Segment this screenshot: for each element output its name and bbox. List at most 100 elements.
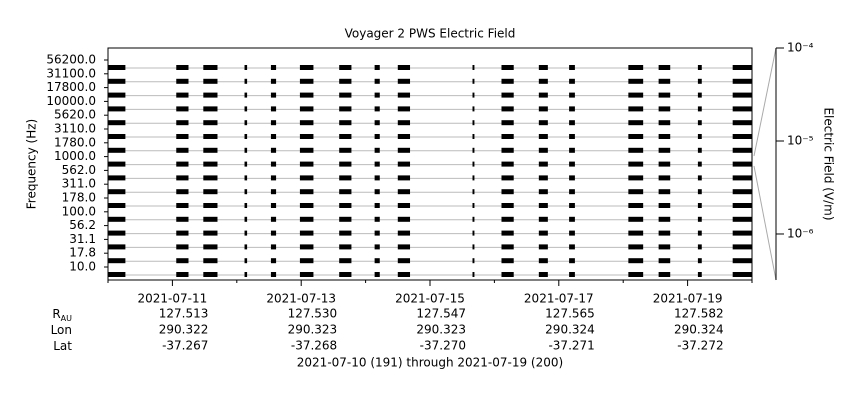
data-block xyxy=(244,161,248,167)
data-block xyxy=(501,134,514,139)
data-block xyxy=(472,134,475,139)
data-block xyxy=(658,120,671,126)
data-block xyxy=(339,258,352,264)
data-block xyxy=(501,106,514,112)
data-block xyxy=(108,175,126,181)
data-block xyxy=(538,189,548,195)
ephemeris-value: 127.547 xyxy=(416,307,466,321)
data-block xyxy=(397,189,411,195)
data-block xyxy=(374,92,380,98)
data-block xyxy=(732,272,752,277)
y-tick-label: 562.0 xyxy=(62,163,96,177)
data-block xyxy=(108,134,126,139)
data-block xyxy=(697,92,702,98)
ephemeris-value: 290.322 xyxy=(159,323,209,337)
data-block xyxy=(697,216,702,222)
data-block xyxy=(397,216,411,222)
data-block xyxy=(397,120,411,126)
data-block xyxy=(270,244,277,250)
data-block xyxy=(538,161,548,167)
ephemeris-value: -37.270 xyxy=(420,339,466,353)
data-block xyxy=(270,216,277,222)
data-block xyxy=(299,78,314,84)
data-block xyxy=(538,120,548,126)
x-tick-label: 2021-07-11 xyxy=(138,292,208,306)
data-block xyxy=(397,106,411,112)
data-block xyxy=(697,134,702,139)
data-block xyxy=(472,230,475,236)
data-block xyxy=(732,134,752,139)
data-block xyxy=(270,203,277,208)
data-block xyxy=(658,189,671,195)
data-block xyxy=(203,203,218,208)
y-tick-label: 17800.0 xyxy=(46,80,96,94)
data-block xyxy=(472,65,475,70)
data-block xyxy=(108,272,126,277)
data-block xyxy=(203,106,218,112)
data-block xyxy=(732,120,752,126)
data-block xyxy=(732,189,752,195)
data-block xyxy=(569,203,575,208)
data-block xyxy=(472,161,475,167)
data-block xyxy=(339,65,352,70)
data-block xyxy=(203,161,218,167)
data-block xyxy=(339,147,352,153)
data-block xyxy=(270,272,277,277)
data-block xyxy=(538,203,548,208)
ephemeris-label-main: R xyxy=(52,307,60,321)
data-block xyxy=(108,203,126,208)
data-block xyxy=(628,147,644,153)
data-block xyxy=(501,230,514,236)
data-block xyxy=(628,216,644,222)
data-block xyxy=(472,120,475,126)
data-block xyxy=(538,65,548,70)
data-block xyxy=(658,258,671,264)
data-block xyxy=(569,244,575,250)
y-tick-label: 1000.0 xyxy=(54,149,96,163)
colorbar-label: Electric Field (V/m) xyxy=(822,107,836,220)
ephemeris-value: -37.267 xyxy=(162,339,208,353)
data-block xyxy=(244,120,248,126)
data-block xyxy=(374,272,380,277)
data-block xyxy=(628,272,644,277)
data-block xyxy=(569,106,575,112)
data-block xyxy=(374,244,380,250)
data-block xyxy=(538,78,548,84)
data-block xyxy=(472,78,475,84)
y-tick-label: 56200.0 xyxy=(46,53,96,67)
data-block xyxy=(472,216,475,222)
data-block xyxy=(108,65,126,70)
data-block xyxy=(299,230,314,236)
data-block xyxy=(658,175,671,181)
ephemeris-value: 290.323 xyxy=(416,323,466,337)
data-block xyxy=(732,258,752,264)
data-block xyxy=(299,120,314,126)
data-block xyxy=(176,106,189,112)
data-block xyxy=(374,189,380,195)
data-block xyxy=(203,216,218,222)
data-block xyxy=(299,258,314,264)
ephemeris-value: 290.324 xyxy=(545,323,595,337)
data-block xyxy=(176,244,189,250)
data-block xyxy=(203,134,218,139)
connector xyxy=(753,165,777,281)
data-block xyxy=(569,92,575,98)
data-block xyxy=(628,78,644,84)
data-block xyxy=(697,258,702,264)
data-block xyxy=(538,147,548,153)
data-block xyxy=(538,92,548,98)
data-block xyxy=(176,230,189,236)
y-tick-label: 5620.0 xyxy=(54,108,96,122)
connector xyxy=(753,47,777,157)
data-block xyxy=(501,147,514,153)
x-tick-label: 2021-07-15 xyxy=(395,292,465,306)
data-block xyxy=(299,175,314,181)
data-block xyxy=(658,92,671,98)
data-block xyxy=(697,65,702,70)
ephemeris-value: -37.268 xyxy=(291,339,337,353)
ephemeris-label-main: Lat xyxy=(53,339,72,353)
ephemeris-value: 127.582 xyxy=(674,307,724,321)
data-block xyxy=(176,189,189,195)
data-block xyxy=(108,92,126,98)
